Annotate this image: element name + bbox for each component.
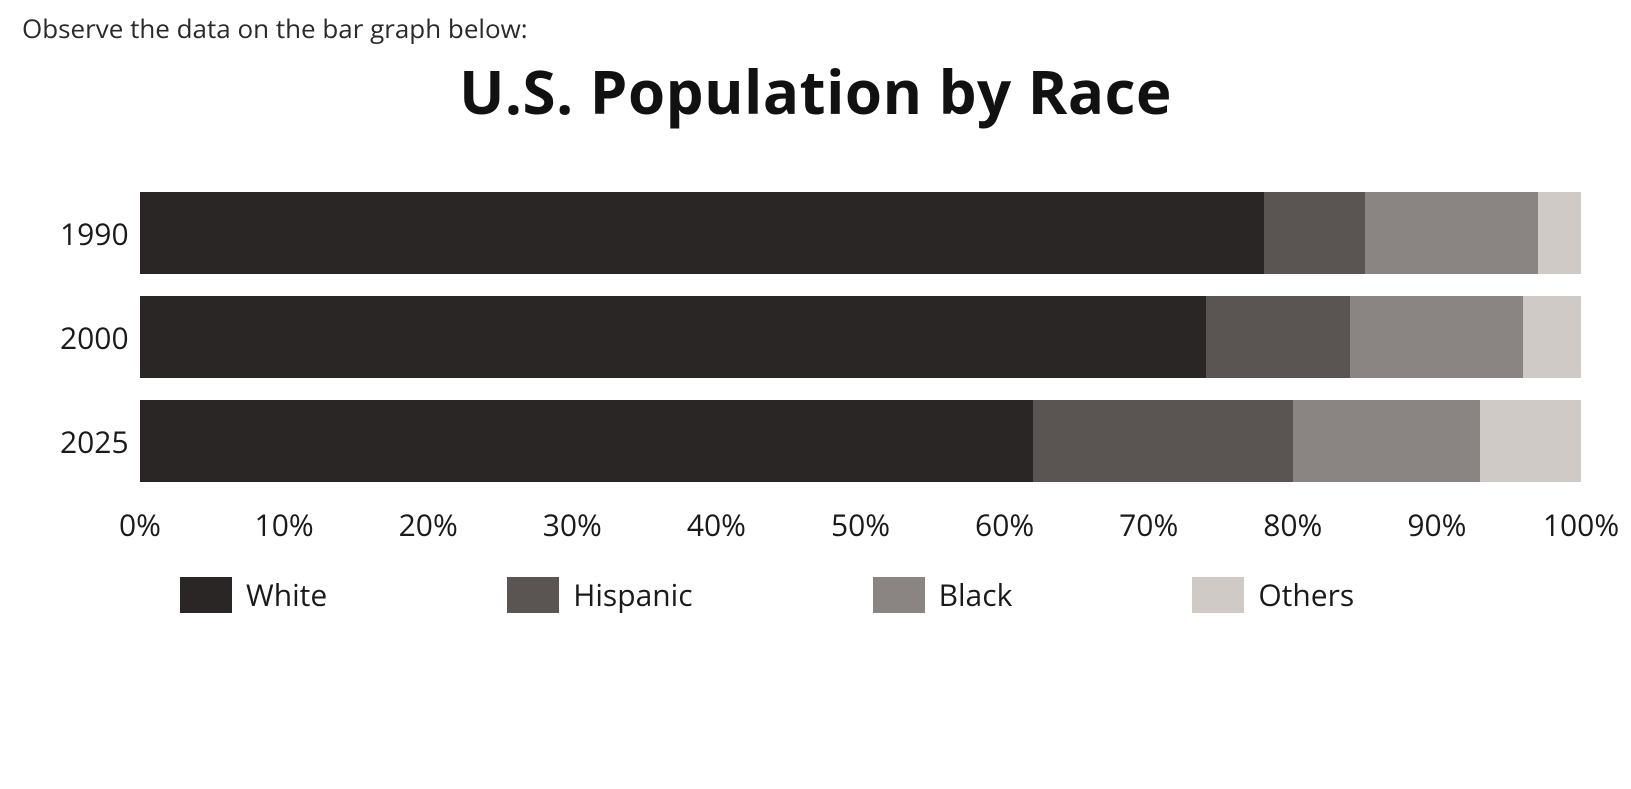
bar-segment-others [1523,296,1581,378]
legend-label: White [246,574,327,615]
bar-row: 2025 [60,400,1581,482]
page: Observe the data on the bar graph below:… [0,0,1631,635]
legend-label: Black [939,574,1013,615]
x-tick: 10% [255,504,314,545]
bar-row: 2000 [60,296,1581,378]
legend-item-hispanic: Hispanic [507,574,692,615]
y-axis-label: 2000 [60,317,140,358]
y-axis-label: 2025 [60,421,140,462]
bar-row: 1990 [60,192,1581,274]
x-tick: 30% [543,504,602,545]
legend: White Hispanic Black Others [180,574,1581,615]
legend-item-others: Others [1192,574,1354,615]
x-axis-row: 0%10%20%30%40%50%60%70%80%90%100% [60,504,1581,544]
stacked-bar [140,296,1581,378]
bar-segment-white [140,192,1264,274]
stacked-bar [140,192,1581,274]
legend-item-black: Black [873,574,1013,615]
bar-wrap [140,296,1581,378]
x-tick: 70% [1119,504,1178,545]
bar-segment-white [140,400,1033,482]
bar-segment-hispanic [1206,296,1350,378]
x-tick: 100% [1543,504,1619,545]
bar-segment-others [1538,192,1581,274]
bar-segment-white [140,296,1206,378]
legend-swatch [873,577,925,613]
legend-swatch [507,577,559,613]
x-tick: 40% [687,504,746,545]
x-tick: 80% [1263,504,1322,545]
y-axis-label: 1990 [60,213,140,254]
bar-segment-others [1480,400,1581,482]
bar-segment-black [1293,400,1480,482]
legend-swatch [1192,577,1244,613]
x-axis: 0%10%20%30%40%50%60%70%80%90%100% [140,504,1581,544]
x-tick: 50% [831,504,890,545]
bar-segment-hispanic [1264,192,1365,274]
stacked-bar [140,400,1581,482]
bar-segment-black [1365,192,1538,274]
legend-swatch [180,577,232,613]
bars-container: 1990 2000 2025 [60,192,1581,482]
legend-item-white: White [180,574,327,615]
x-tick: 90% [1407,504,1466,545]
bar-wrap [140,192,1581,274]
legend-label: Hispanic [573,574,692,615]
x-tick: 60% [975,504,1034,545]
bar-segment-black [1350,296,1523,378]
x-tick: 0% [119,504,161,545]
legend-label: Others [1258,574,1354,615]
chart-title: U.S. Population by Race [20,50,1611,132]
bar-wrap [140,400,1581,482]
chart-area: 1990 2000 2025 0% 10% 20% 30% 40% 50% 60% 70% 80% 9… [60,192,1581,615]
instruction-text: Observe the data on the bar graph below: [22,10,1611,46]
x-tick: 20% [399,504,458,545]
bar-segment-hispanic [1033,400,1292,482]
